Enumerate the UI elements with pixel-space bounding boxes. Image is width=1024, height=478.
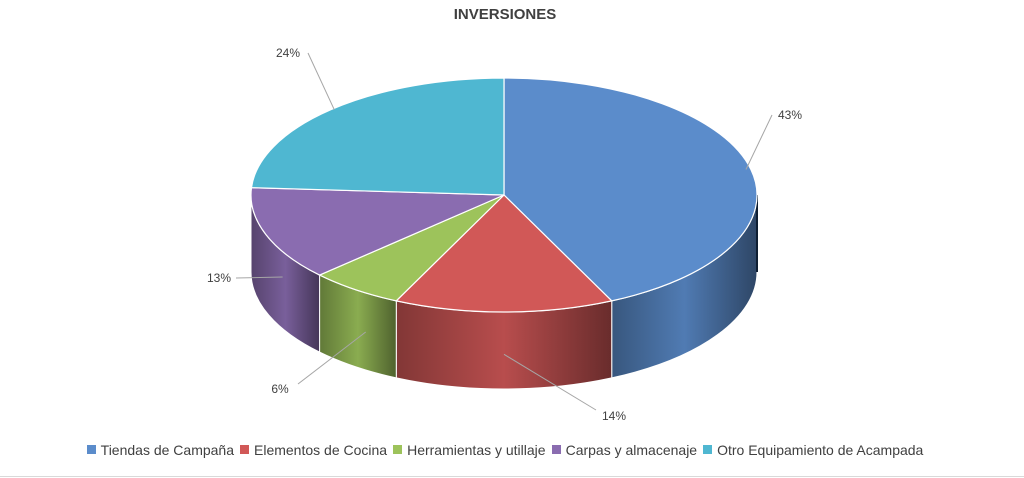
legend-label: Tiendas de Campaña <box>100 442 234 458</box>
legend-label: Herramientas y utillaje <box>407 442 546 458</box>
legend-label: Elementos de Cocina <box>254 442 388 458</box>
leader-line <box>235 276 283 279</box>
leader-line <box>307 52 335 110</box>
legend-swatch <box>551 445 561 454</box>
leader-line <box>745 114 773 170</box>
data-label: 14% <box>602 409 626 423</box>
legend-item: Carpas y almacenaje <box>551 442 698 458</box>
pie-top-faces <box>250 77 758 313</box>
pie-plot-area: 43% 14% 6% 13% 24% <box>207 46 802 423</box>
divider <box>0 476 1024 477</box>
legend-item: Tiendas de Campaña <box>86 442 234 458</box>
legend-swatch <box>86 445 96 454</box>
data-label: 43% <box>778 108 802 122</box>
legend-label: Otro Equipamiento de Acampada <box>717 442 924 458</box>
data-label: 6% <box>271 382 289 396</box>
legend-item: Otro Equipamiento de Acampada <box>703 442 923 458</box>
legend-item: Herramientas y utillaje <box>393 442 546 458</box>
legend-swatch <box>703 445 713 454</box>
pie-side-walls <box>250 194 758 390</box>
pie-slice-elementos-de-cocina <box>395 194 613 313</box>
data-label: 24% <box>276 46 300 60</box>
pie-slice-otro-equipamiento-de-acampada <box>250 77 505 196</box>
chart-legend: Tiendas de Campaña Elementos de Cocina Her… <box>0 442 1010 458</box>
leader-line <box>297 331 367 385</box>
data-labels: 43% 14% 6% 13% 24% <box>207 46 802 423</box>
data-label: 13% <box>207 271 231 285</box>
legend-item: Elementos de Cocina <box>240 442 387 458</box>
pie-slice-tiendas-de-campa-a <box>503 77 758 302</box>
chart-title: INVERSIONES <box>453 6 557 23</box>
legend-swatch <box>240 445 249 454</box>
leader-line <box>503 353 597 411</box>
legend-swatch <box>393 445 403 454</box>
pie-slice-carpas-y-almacenaje <box>250 187 505 276</box>
legend-label: Carpas y almacenaje <box>565 442 698 458</box>
pie-side-1 <box>395 300 613 390</box>
